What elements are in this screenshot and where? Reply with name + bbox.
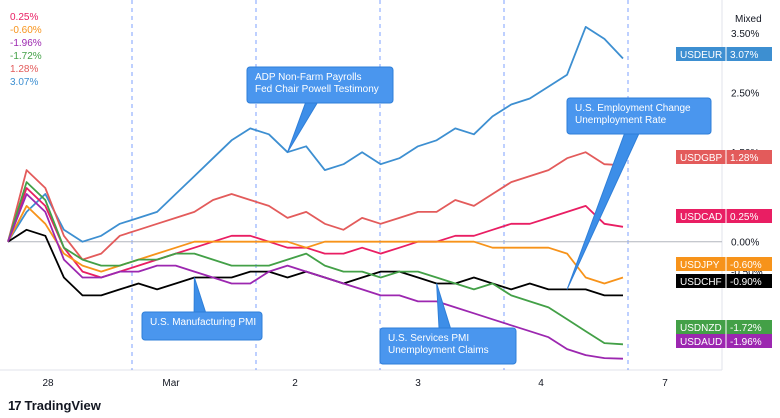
series-line-usdnzd xyxy=(7,181,624,346)
legend-entry: -0.60% xyxy=(10,25,42,36)
series-line-usdeur xyxy=(7,25,624,243)
legend: 0.25% -0.60% -1.96% -1.72% 1.28% 3.07% xyxy=(10,12,42,88)
series-line-usdgbp xyxy=(7,151,624,261)
legend-entry: -1.96% xyxy=(10,38,42,49)
platform-name: TradingView xyxy=(24,398,101,413)
series-line-usdaud xyxy=(7,193,624,360)
price-label-layer: USDEUR 3.07%USDGBP 1.28%USDCAD 0.25%USDJPY -… xyxy=(676,47,772,348)
price-label-name: USDNZD xyxy=(680,323,722,334)
x-tick-label: Mar xyxy=(162,378,180,389)
series-line-usdcad xyxy=(7,187,624,279)
price-label-usdeur xyxy=(676,47,772,61)
price-label-usdgbp xyxy=(676,150,772,164)
series-line-usdchf xyxy=(7,228,623,297)
price-label-usdnzd xyxy=(676,320,772,334)
callout-text: Fed Chair Powell Testimony xyxy=(255,84,379,95)
price-label-value: 1.28% xyxy=(730,153,758,164)
y-tick-label: 3.50% xyxy=(731,29,759,40)
series-line-usdjpy xyxy=(7,204,624,285)
callout-box xyxy=(379,327,517,365)
callout-text: U.S. Employment Change xyxy=(575,103,691,114)
x-tick-label: 28 xyxy=(42,378,54,389)
callout-text: ADP Non-Farm Payrolls xyxy=(255,72,362,83)
price-label-usdcad xyxy=(676,209,772,223)
price-label-name: USDCHF xyxy=(680,277,722,288)
callout-text: U.S. Services PMI xyxy=(388,333,469,344)
callout-box xyxy=(566,97,712,135)
price-label-value: -0.60% xyxy=(730,260,762,271)
price-label-usdaud xyxy=(676,334,772,348)
price-label-value: 3.07% xyxy=(730,50,758,61)
legend-entry: 1.28% xyxy=(10,64,38,75)
callout-box xyxy=(246,66,394,104)
y-tick-label: 2.50% xyxy=(731,89,759,100)
price-label-name: USDAUD xyxy=(680,337,722,348)
series-layer xyxy=(7,25,624,360)
price-label-value: 0.25% xyxy=(730,212,758,223)
x-tick-label: 2 xyxy=(292,378,298,389)
callout-text: U.S. Manufacturing PMI xyxy=(150,317,256,328)
price-label-value: -0.90% xyxy=(730,277,762,288)
x-tick-label: 4 xyxy=(538,378,544,389)
legend-entry: -1.72% xyxy=(10,51,42,62)
callout-box xyxy=(141,311,263,341)
callout-text: Unemployment Claims xyxy=(388,345,489,356)
callout-text: Unemployment Rate xyxy=(575,115,667,126)
price-label-usdjpy xyxy=(676,257,772,271)
y-tick-label: -0.50% xyxy=(731,268,763,279)
scale-mode-label[interactable]: Mixed xyxy=(735,14,762,25)
legend-entry: 0.25% xyxy=(10,12,38,23)
y-tick-label: 0.00% xyxy=(731,238,759,249)
tradingview-logo[interactable]: 17 TradingView xyxy=(8,398,101,413)
price-label-name: USDCAD xyxy=(680,212,722,223)
price-label-value: -1.72% xyxy=(730,323,762,334)
price-label-usdchf xyxy=(676,274,772,288)
tradingview-logo-icon: 17 xyxy=(8,398,22,413)
legend-entry: 3.07% xyxy=(10,77,38,88)
price-label-name: USDJPY xyxy=(680,260,720,271)
price-label-name: USDEUR xyxy=(680,50,722,61)
x-tick-label: 3 xyxy=(415,378,421,389)
x-tick-label: 7 xyxy=(662,378,668,389)
price-label-value: -1.96% xyxy=(730,337,762,348)
callout-pointer xyxy=(566,115,648,290)
price-label-name: USDGBP xyxy=(680,153,723,164)
